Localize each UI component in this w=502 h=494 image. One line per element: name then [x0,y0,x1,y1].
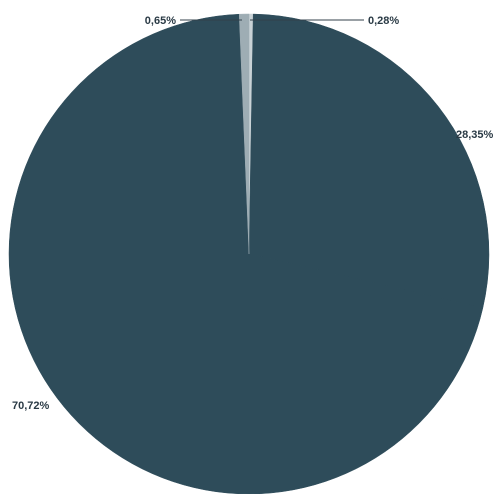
slice-label-28-35: 28,35% [456,129,494,141]
slice-label-70-72: 70,72% [12,400,50,412]
pie-slice-0-65 [238,13,250,255]
pie-slice-28-35 [248,13,490,309]
slice-label-0-65: 0,65% [145,15,176,27]
slice-labels: 0,28% 28,35% 70,72% 0,65% [12,15,494,412]
pie-slices [8,13,490,494]
slice-label-0-28: 0,28% [368,15,399,27]
pie-slice-70-72 [8,13,484,494]
